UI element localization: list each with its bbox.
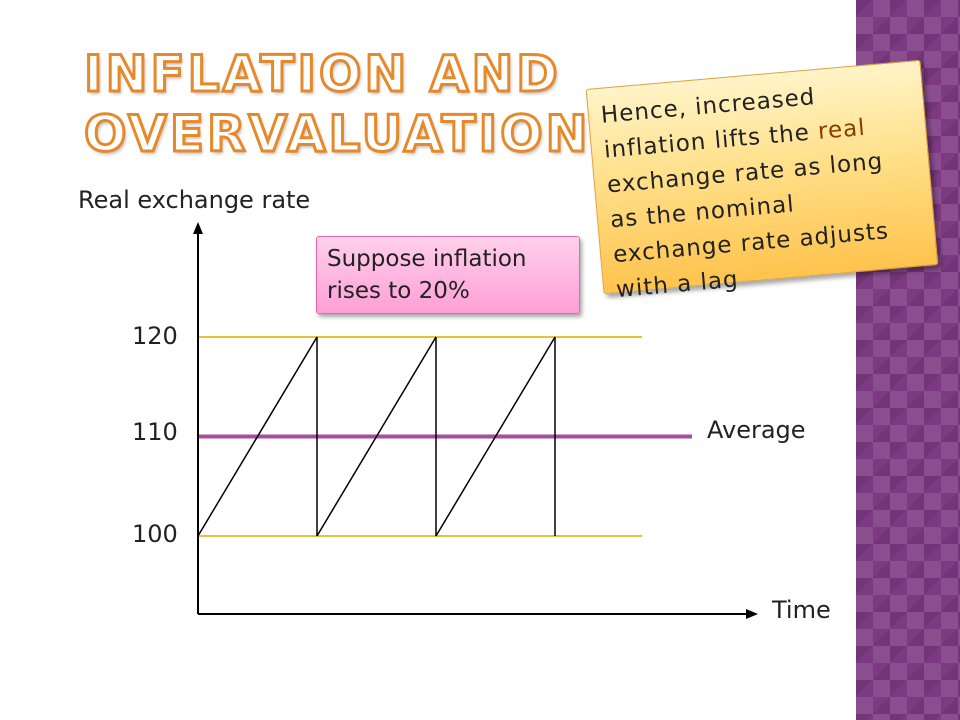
title-line-1: INFLATION AND	[83, 44, 561, 105]
conclusion-callout: Hence, increased inflation lifts the rea…	[585, 59, 939, 303]
y-axis-label: Real exchange rate	[78, 186, 311, 214]
slide-title: INFLATION AND OVERVALUATION	[83, 44, 591, 165]
x-axis-arrow-icon	[746, 609, 758, 619]
conclusion-text-start: Hence, increased inflation lifts the	[599, 84, 820, 164]
y-tick-100: 100	[132, 520, 178, 548]
inflation-callout: Suppose inflation rises to 20%	[316, 236, 580, 314]
y-tick-120: 120	[132, 322, 178, 350]
y-axis-arrow-icon	[193, 222, 203, 234]
conclusion-highlight-real: real	[816, 114, 867, 145]
sawtooth-rise-2	[316, 336, 437, 537]
title-line-2: OVERVALUATION	[83, 104, 591, 165]
x-axis-label: Time	[772, 596, 831, 624]
y-tick-110: 110	[132, 418, 178, 446]
average-label: Average	[707, 416, 806, 444]
sawtooth-rise-3	[435, 336, 556, 537]
sawtooth-rise-1	[197, 336, 318, 537]
